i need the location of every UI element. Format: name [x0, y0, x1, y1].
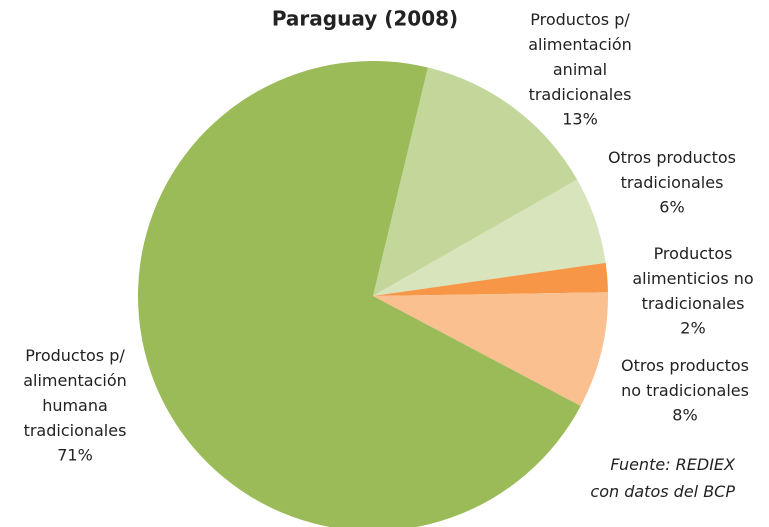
value-label: 71% [57, 446, 93, 465]
pie-slice [138, 61, 581, 527]
value-label: 6% [659, 198, 684, 217]
source-note: Fuente: REDIEX con datos del BCP [590, 455, 736, 501]
pie-slice [373, 262, 608, 296]
chart-title: Paraguay (2008) [272, 7, 458, 31]
slice-label: Productos p/alimentación animal tradiciona… [528, 10, 632, 104]
slice-label: Otros productos no tradicionales [621, 356, 749, 400]
slice-label: Productos alimenticios no tradicionales [632, 244, 753, 313]
value-label: 8% [672, 406, 697, 425]
pie-slice [373, 67, 578, 296]
pie-slice [373, 292, 608, 406]
value-label: 2% [680, 319, 705, 338]
slice-label: Productos p/alimentación humana tradiciona… [23, 346, 127, 440]
pie-slice [373, 179, 606, 296]
slice-label: Otros productos tradicionales [608, 148, 736, 192]
value-label: 13% [562, 110, 598, 129]
